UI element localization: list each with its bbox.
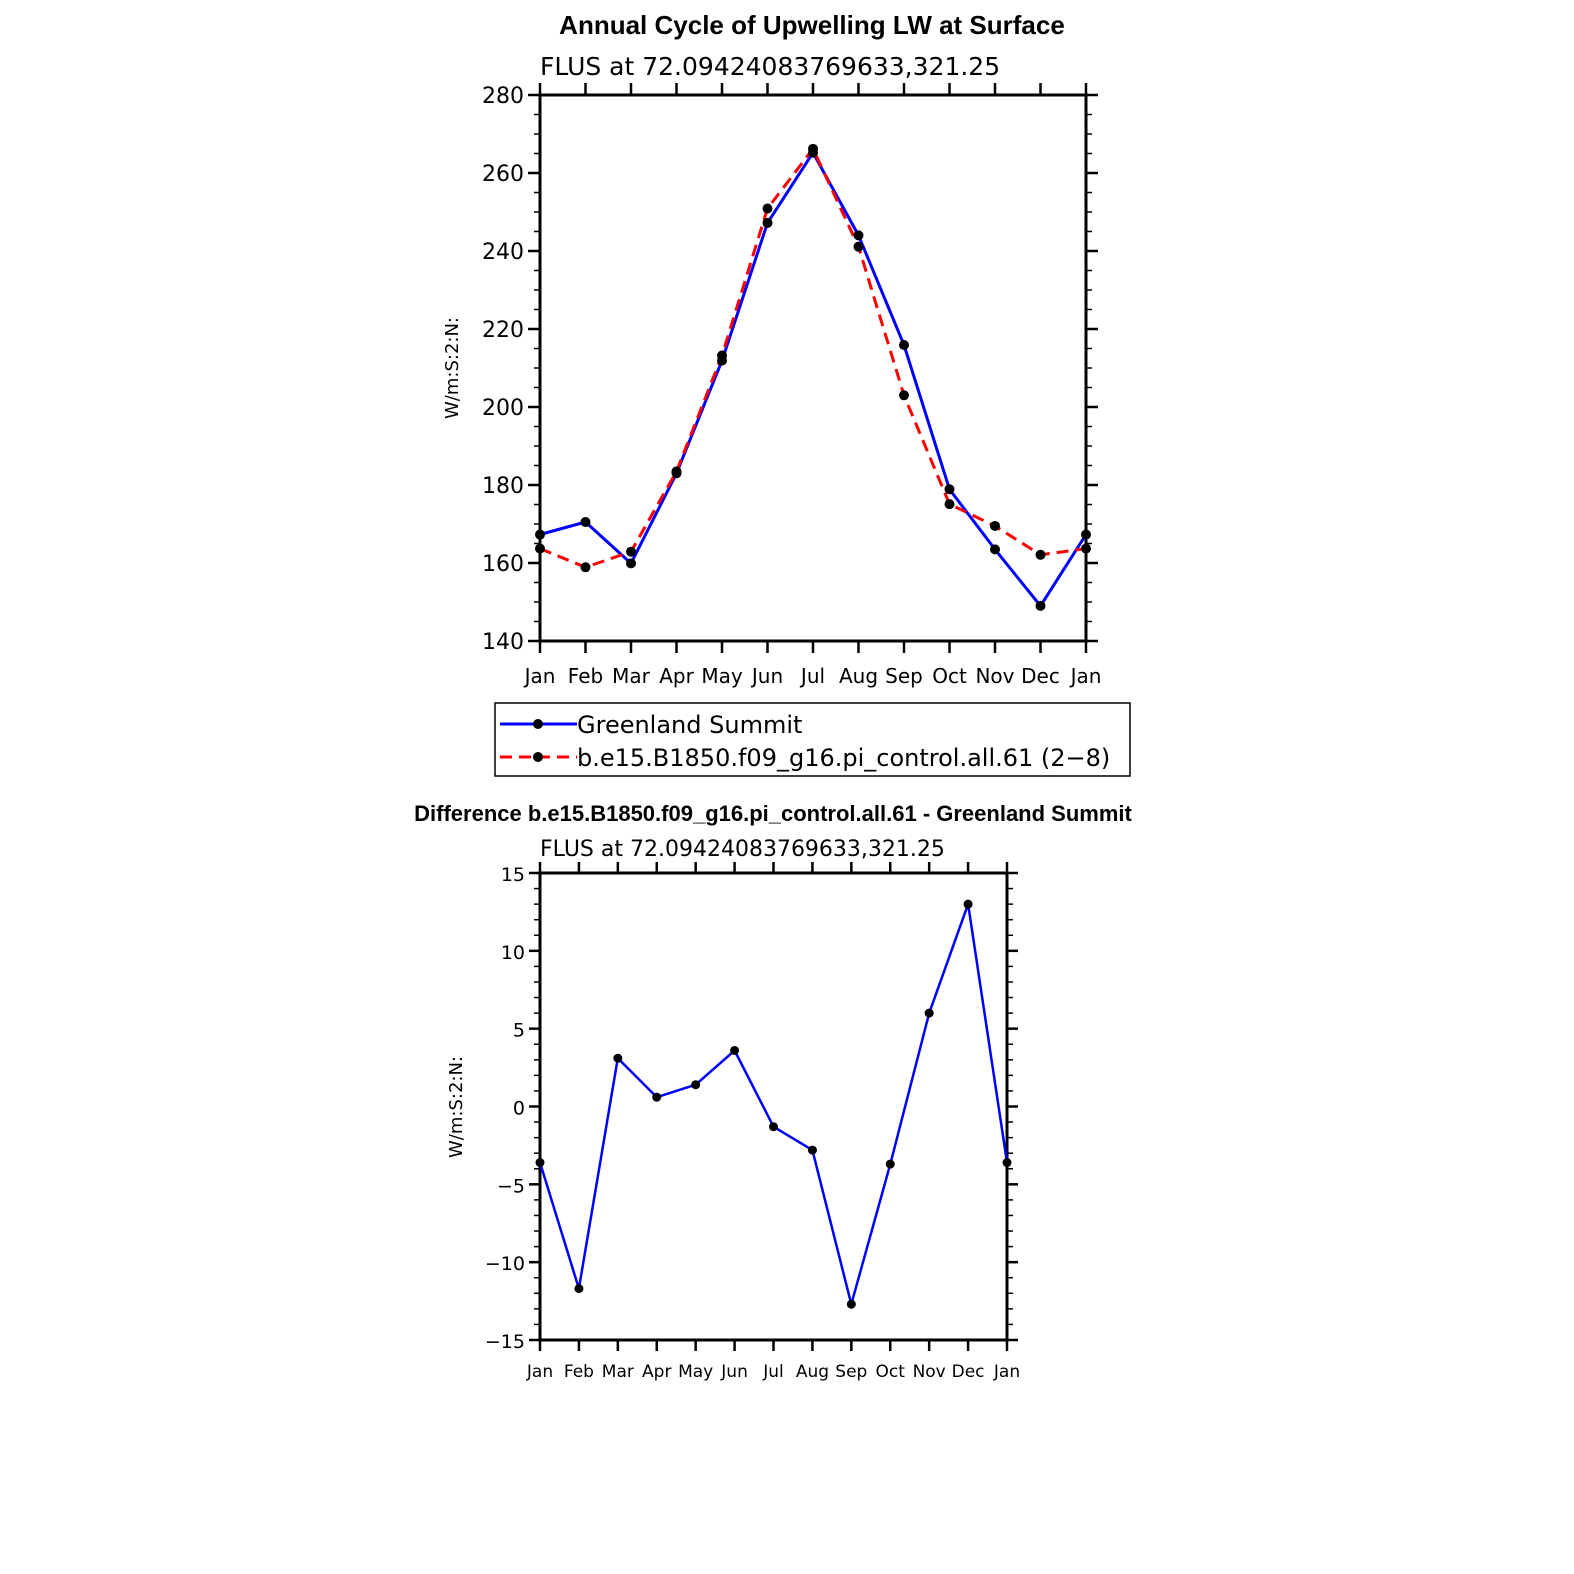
y-axis-label: W/m:S:2:N: (442, 317, 463, 419)
x-tick-label: Jan (523, 664, 556, 688)
series-line-0 (538, 902, 1009, 1306)
x-tick-label: Sep (885, 664, 923, 688)
x-tick-label: Jul (799, 664, 825, 688)
data-point-series-0 (846, 1299, 856, 1309)
y-tick-label: −15 (485, 1331, 525, 1353)
x-tick-label: May (678, 1362, 713, 1382)
legend-box (494, 702, 1131, 777)
x-tick-label: Dec (1021, 664, 1060, 688)
y-tick-label: 260 (482, 162, 524, 187)
data-point-series-1 (853, 241, 864, 252)
plot-frame (538, 93, 1088, 643)
data-point-series-1 (990, 520, 1000, 531)
data-point-series-0 (1035, 600, 1046, 611)
x-tick-label: Jun (750, 664, 783, 688)
x-tick-label: Feb (568, 664, 603, 688)
data-point-series-0 (924, 1008, 934, 1018)
x-tick-label: Jul (762, 1362, 784, 1382)
data-point-series-0 (730, 1045, 740, 1055)
x-tick-label: Aug (839, 664, 878, 688)
y-tick-label: 140 (482, 630, 524, 655)
data-point-series-0 (769, 1122, 778, 1132)
x-tick-label: Aug (796, 1362, 829, 1382)
y-tick-label: −5 (497, 1175, 525, 1197)
data-point-series-0 (885, 1159, 895, 1169)
y-tick-label: 0 (513, 1098, 525, 1120)
plot-frame (538, 871, 1009, 1342)
data-point-series-0 (1081, 529, 1091, 540)
y-tick-label: 180 (482, 474, 524, 499)
legend-label-greenland-summit: Greenland Summit (577, 711, 802, 739)
data-point-series-1 (808, 143, 818, 154)
x-tick-label: Mar (612, 664, 651, 688)
series-line-0 (539, 151, 1088, 608)
x-tick-label: Nov (913, 1362, 946, 1382)
data-point-series-0 (944, 484, 955, 495)
data-point-series-1 (762, 203, 773, 214)
y-tick-label: 280 (482, 84, 524, 109)
data-point-series-1 (899, 390, 909, 401)
legend-label-model: b.e15.B1850.f09_g16.pi_control.all.61 (2… (577, 744, 1110, 772)
data-point-series-0 (990, 544, 1000, 555)
difference-chart: Difference b.e15.B1850.f09_g16.pi_contro… (414, 801, 1132, 1382)
data-point-series-0 (899, 339, 909, 350)
y-tick-label: −10 (485, 1253, 525, 1275)
chart-title: Difference b.e15.B1850.f09_g16.pi_contro… (414, 801, 1132, 826)
chart-title: Annual Cycle of Upwelling LW at Surface (559, 10, 1065, 40)
x-tick-label: Jan (993, 1362, 1020, 1382)
data-point-series-0 (963, 899, 973, 909)
legend-marker-model (533, 752, 543, 762)
chart-subtitle: FLUS at 72.09424083769633,321.25 (540, 837, 945, 862)
x-tick-label: Sep (835, 1362, 867, 1382)
x-tick-label: Apr (659, 664, 694, 688)
x-tick-label: Jun (720, 1362, 748, 1382)
chart-subtitle: FLUS at 72.09424083769633,321.25 (540, 52, 1000, 81)
series-line-1 (539, 147, 1087, 569)
legend: Greenland Summit b.e15.B1850.f09_g16.pi_… (494, 702, 1131, 777)
x-tick-label: Jan (1069, 664, 1102, 688)
data-point-series-0 (613, 1053, 623, 1063)
data-point-series-1 (1081, 543, 1091, 554)
data-point-series-0 (535, 1158, 545, 1168)
y-tick-label: 240 (482, 240, 524, 265)
y-tick-label: 200 (482, 396, 524, 421)
data-point-series-0 (580, 517, 591, 528)
x-tick-label: Apr (642, 1362, 671, 1382)
y-tick-label: 220 (482, 318, 524, 343)
data-point-series-1 (717, 350, 727, 361)
x-tick-label: Oct (876, 1362, 906, 1382)
y-tick-label: 10 (501, 942, 525, 964)
annual-cycle-chart: Annual Cycle of Upwelling LW at Surface … (442, 10, 1131, 777)
y-axis-label: W/m:S:2:N: (446, 1056, 467, 1158)
y-tick-label: 160 (482, 552, 524, 577)
x-tick-label: Oct (932, 664, 967, 688)
data-point-series-1 (1035, 549, 1046, 560)
data-point-series-0 (1002, 1158, 1012, 1168)
x-tick-label: Jan (526, 1362, 553, 1382)
data-point-series-0 (762, 217, 773, 228)
x-tick-label: Dec (952, 1362, 985, 1382)
data-point-series-1 (671, 466, 682, 477)
y-tick-label: 15 (501, 864, 525, 886)
x-tick-label: Nov (975, 664, 1014, 688)
data-point-series-0 (853, 230, 864, 241)
x-tick-label: May (701, 664, 743, 688)
data-point-series-0 (574, 1284, 584, 1294)
data-point-series-0 (626, 558, 636, 569)
data-point-series-1 (626, 546, 636, 557)
legend-marker-greenland-summit (533, 719, 543, 729)
y-tick-label: 5 (513, 1020, 525, 1042)
data-point-series-0 (652, 1092, 662, 1102)
data-point-series-1 (944, 499, 955, 510)
data-point-series-0 (691, 1080, 701, 1090)
data-point-series-0 (807, 1145, 817, 1155)
data-point-series-0 (535, 529, 545, 540)
data-point-series-1 (535, 543, 545, 554)
x-tick-label: Feb (564, 1362, 594, 1382)
data-point-series-1 (580, 562, 591, 573)
x-tick-label: Mar (602, 1362, 634, 1382)
